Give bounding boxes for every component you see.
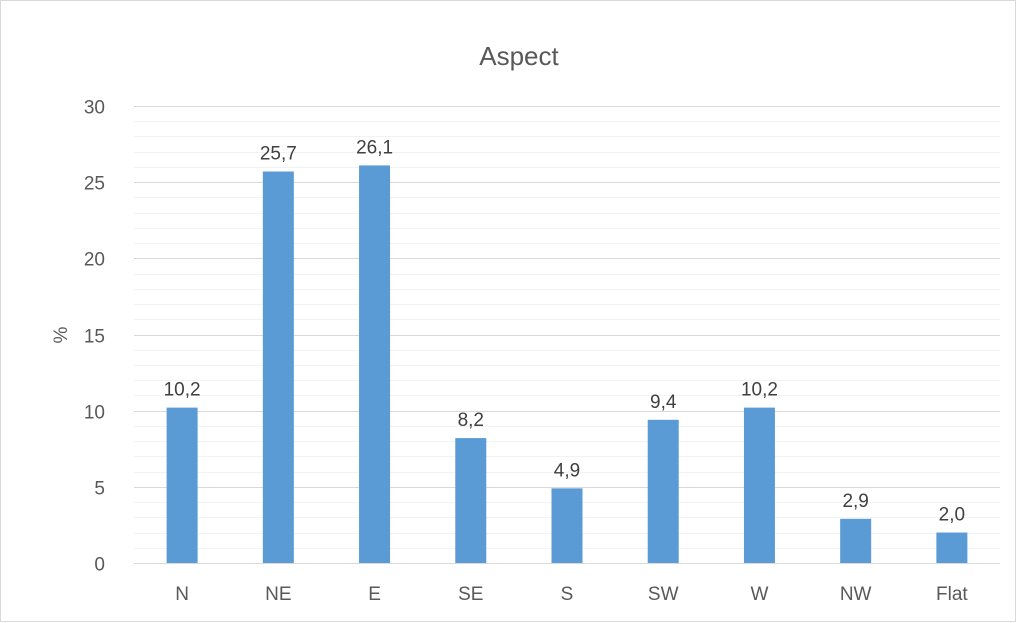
data-labels: 10,2 25,7 26,1 8,2 4,9 9,4 10,2 2,9 2,0	[164, 137, 965, 525]
x-tick-label-nw: NW	[840, 584, 872, 605]
x-tick-label-n: N	[175, 584, 189, 605]
x-tick-label-se: SE	[458, 584, 483, 605]
y-tick-label: 0	[94, 555, 105, 576]
bar-w	[743, 407, 775, 563]
data-label-nw: 2,9	[842, 491, 868, 512]
data-label-s: 4,9	[554, 460, 580, 481]
y-axis-ticks: 0 5 10 15 20 25 30	[84, 98, 105, 576]
bars	[166, 165, 968, 563]
bar-e	[359, 165, 391, 563]
x-tick-label-ne: NE	[265, 584, 291, 605]
x-axis-ticks: N NE E SE S SW W NW Flat	[175, 584, 968, 605]
x-tick-label-sw: SW	[648, 584, 679, 605]
y-tick-label: 5	[94, 479, 105, 500]
y-tick-label: 30	[84, 98, 105, 119]
chart-title: Aspect	[479, 41, 559, 71]
y-tick-label: 10	[84, 403, 105, 424]
bar-ne	[262, 171, 294, 563]
y-tick-label: 15	[84, 327, 105, 348]
x-tick-label-s: S	[561, 584, 574, 605]
data-label-sw: 9,4	[650, 392, 677, 413]
y-tick-label: 25	[84, 174, 105, 195]
data-label-ne: 25,7	[260, 144, 297, 165]
bar-sw	[647, 419, 679, 563]
bar-s	[551, 488, 583, 563]
bar-se	[455, 438, 487, 563]
data-label-w: 10,2	[741, 380, 778, 401]
data-label-flat: 2,0	[939, 505, 965, 526]
data-label-se: 8,2	[458, 410, 484, 431]
bar-nw	[840, 518, 872, 563]
data-label-n: 10,2	[164, 380, 201, 401]
bar-flat	[936, 532, 968, 563]
y-tick-label: 20	[84, 250, 105, 271]
y-axis-label: %	[51, 326, 72, 343]
x-tick-label-flat: Flat	[936, 584, 968, 605]
data-label-e: 26,1	[356, 137, 393, 158]
x-tick-label-w: W	[750, 584, 768, 605]
bar-n	[166, 407, 198, 563]
x-tick-label-e: E	[368, 584, 381, 605]
